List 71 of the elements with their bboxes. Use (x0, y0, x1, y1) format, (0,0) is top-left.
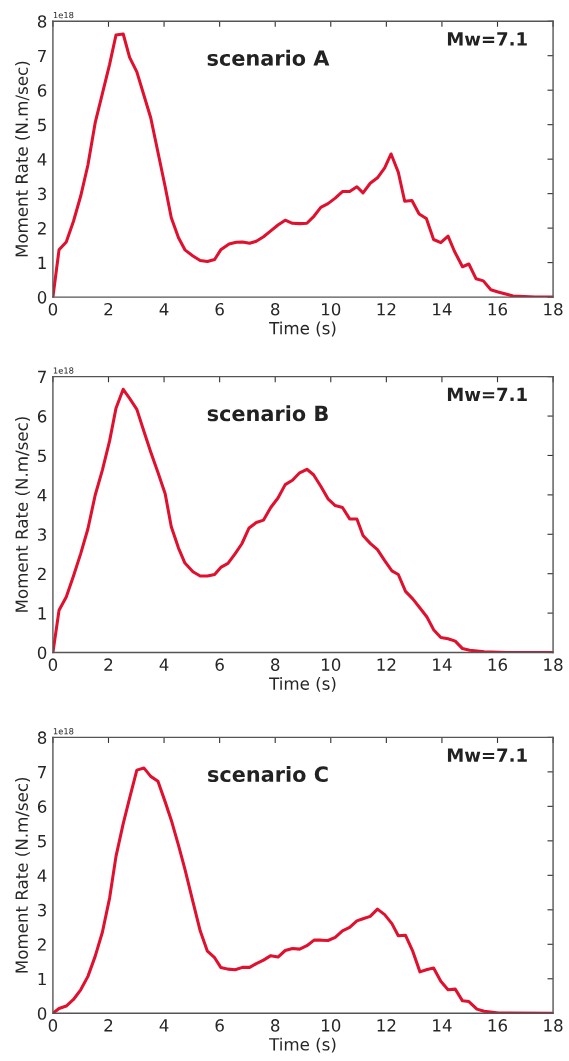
x-tick-label: 10 (322, 302, 341, 316)
x-tick-label: 4 (159, 658, 169, 671)
y-tick-label: 7 (38, 49, 46, 63)
y-tick-label: 3 (38, 528, 47, 541)
y-tick-label: 1 (38, 256, 46, 269)
y-tick-label: 1 (38, 972, 46, 986)
x-tick-label: 0 (48, 658, 58, 671)
x-tick-label: 12 (377, 658, 396, 671)
x-tick-label: 8 (271, 302, 280, 316)
x-axis-title: Time (s) (269, 321, 336, 337)
y-tick-label: 2 (37, 938, 46, 951)
x-tick-label: 10 (322, 1019, 341, 1032)
x-tick-label: 14 (433, 658, 452, 671)
x-axis-title: Time (s) (269, 676, 336, 692)
y-tick-label: 5 (38, 449, 46, 463)
x-tick-label: 14 (433, 303, 452, 316)
y-tick-label: 4 (37, 489, 47, 502)
annotation: scenario B (207, 405, 328, 422)
x-tick-label: 0 (48, 302, 58, 316)
annotation: Mw=7.1 (447, 32, 527, 46)
annotation: scenario C (208, 765, 328, 783)
y-tick-label: 7 (38, 766, 46, 779)
y-tick-label: 2 (37, 567, 46, 581)
x-tick-label: 10 (322, 658, 341, 671)
x-tick-label: 2 (104, 658, 113, 671)
x-tick-label: 18 (544, 302, 563, 316)
x-tick-label: 8 (271, 1019, 280, 1032)
x-tick-label: 18 (544, 658, 563, 671)
x-axis-title: Time (s) (269, 1037, 336, 1053)
annotation: Mw=7.1 (447, 387, 527, 401)
y-tick-label: 8 (37, 731, 47, 744)
x-tick-label: 12 (377, 302, 396, 316)
y-tick-label: 4 (37, 869, 47, 882)
y-tick-label: 8 (37, 15, 47, 28)
x-tick-label: 4 (159, 303, 169, 316)
y-tick-label: 3 (38, 187, 47, 201)
x-tick-label: 0 (48, 1019, 58, 1032)
y-tick-label: 6 (37, 410, 47, 423)
x-tick-label: 4 (159, 1019, 169, 1032)
y-tick-label: 6 (37, 800, 47, 813)
y-tick-label: 2 (37, 222, 46, 235)
x-tick-label: 16 (488, 302, 508, 316)
y-tick-label: 3 (38, 903, 47, 917)
x-tick-label: 2 (104, 1019, 113, 1032)
x-tick-label: 18 (544, 1019, 563, 1032)
y-tick-label: 6 (37, 84, 47, 97)
y-tick-label: 1 (38, 607, 46, 620)
x-tick-label: 6 (215, 302, 224, 316)
x-tick-label: 14 (433, 1019, 452, 1032)
y-axis-title: Moment Rate (N.m/sec) (15, 417, 30, 612)
annotation: Mw=7.1 (447, 748, 527, 762)
x-tick-label: 2 (104, 302, 113, 316)
y-axis-title: Moment Rate (N.m/sec) (15, 61, 30, 257)
annotation: scenario A (207, 49, 330, 66)
y-tick-label: 7 (38, 370, 46, 383)
x-tick-label: 6 (215, 1019, 224, 1032)
y-tick-label: 0 (37, 291, 47, 304)
text: 1e18 (53, 11, 74, 19)
y-tick-label: 5 (38, 835, 46, 848)
y-tick-label: 4 (37, 153, 47, 166)
y-tick-label: 0 (37, 646, 47, 660)
y-tick-label: 0 (37, 1007, 47, 1020)
y-tick-label: 5 (38, 118, 46, 132)
x-tick-label: 8 (271, 658, 280, 671)
x-tick-label: 16 (488, 658, 508, 671)
text: 1e18 (53, 728, 74, 735)
x-tick-label: 12 (377, 1019, 396, 1032)
y-axis-title: Moment Rate (N.m/sec) (15, 777, 30, 973)
x-tick-label: 16 (488, 1019, 508, 1032)
x-tick-label: 6 (215, 658, 224, 671)
text: 1e18 (53, 367, 74, 374)
